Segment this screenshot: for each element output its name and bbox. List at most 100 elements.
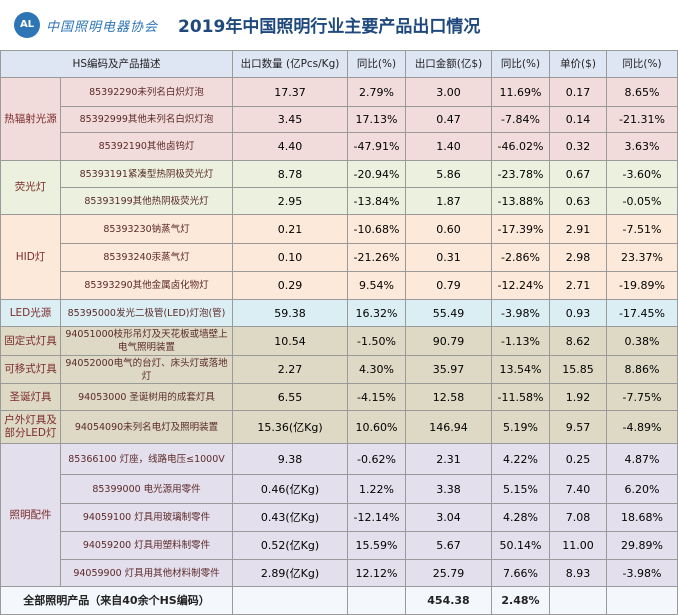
table-cell: 23.37% [606, 243, 678, 272]
table-cell: 3.00 [405, 77, 492, 107]
table-cell: -20.94% [347, 160, 406, 188]
table-cell: 0.31 [405, 243, 492, 272]
table-cell: 10.54 [232, 326, 348, 356]
table-cell: 1.22% [347, 474, 406, 504]
table-cell: 4.28% [491, 503, 550, 532]
table-cell: 12.58 [405, 383, 492, 411]
table-cell: 0.47 [405, 106, 492, 133]
table-cell: 0.46(亿Kg) [232, 474, 348, 504]
table-cell: -47.91% [347, 132, 406, 161]
table-cell: 85366100 灯座，线路电压≤1000V [60, 443, 233, 475]
empty-cell [606, 586, 678, 615]
table-cell: 4.87% [606, 443, 678, 475]
table-cell: 94052000电气的台灯、床头灯或落地灯 [60, 355, 233, 384]
table-cell: 11.00 [549, 531, 607, 560]
group-label: 荧光灯 [0, 160, 61, 215]
table-cell: 3.63% [606, 132, 678, 161]
table-row: 照明配件 85366100 灯座，线路电压≤1000V 9.38 -0.62% 2.31… [0, 443, 678, 587]
table-cell: 85395000发光二极管(LED)灯泡(管) [60, 299, 233, 327]
table-row: 可移式灯具 94052000电气的台灯、床头灯或落地灯 2.27 4.30% 35.97… [0, 355, 678, 384]
column-header: 同比(%) [491, 50, 550, 78]
group-label: 固定式灯具 [0, 326, 61, 356]
logo-text: 中国照明电器协会 [46, 20, 159, 35]
table-row: 85393290其他金属卤化物灯 0.29 9.54% 0.79 -12.24% 2.71… [0, 271, 678, 300]
table-cell: 0.67 [549, 160, 607, 188]
table-cell: -12.24% [491, 271, 550, 300]
table-cell: -3.98% [491, 299, 550, 327]
table-cell: -12.14% [347, 503, 406, 532]
table-row: LED光源 85395000发光二极管(LED)灯泡(管) 59.38 16.32% 5… [0, 299, 678, 327]
table-cell: 85392190其他卤钨灯 [60, 132, 233, 161]
table-cell: -1.50% [347, 326, 406, 356]
table-cell: 94059100 灯具用玻璃制零件 [60, 503, 233, 532]
table-cell: 8.93 [549, 559, 607, 587]
table-cell: 9.38 [232, 443, 348, 475]
table-cell: 85393230钠蒸气灯 [60, 214, 233, 244]
table-cell: -17.39% [491, 214, 550, 244]
table-cell: 3.04 [405, 503, 492, 532]
table-cell: 90.79 [405, 326, 492, 356]
title: 2019年中国照明行业主要产品出口情况 [178, 17, 481, 37]
table-cell: 3.45 [232, 106, 348, 133]
table-cell: 55.49 [405, 299, 492, 327]
table-row: 荧光灯 85393191紧凑型热阴极荧光灯 8.78 -20.94% 5.86 -23.7… [0, 160, 678, 215]
total-amount: 454.38 [405, 586, 492, 615]
table-cell: -7.84% [491, 106, 550, 133]
table-cell: 0.43(亿Kg) [232, 503, 348, 532]
table-cell: -3.98% [606, 559, 678, 587]
table-cell: 5.19% [491, 410, 550, 444]
table-cell: 10.60% [347, 410, 406, 444]
column-header: HS编码及产品描述 [0, 50, 233, 78]
table-cell: 5.67 [405, 531, 492, 560]
table-cell: -0.05% [606, 187, 678, 215]
table-cell: -4.15% [347, 383, 406, 411]
group-label: 户外灯具及部分LED灯 [0, 410, 61, 444]
table-cell: 9.54% [347, 271, 406, 300]
table-row: HID灯 85393230钠蒸气灯 0.21 -10.68% 0.60 -17.39% 2.… [0, 214, 678, 300]
table-cell: 0.63 [549, 187, 607, 215]
table-cell: 3.38 [405, 474, 492, 504]
table-cell: -11.58% [491, 383, 550, 411]
table-cell: 2.27 [232, 355, 348, 384]
table-cell: 2.91 [549, 214, 607, 244]
table-cell: -7.75% [606, 383, 678, 411]
table-cell: -21.31% [606, 106, 678, 133]
table-cell: 5.15% [491, 474, 550, 504]
table-cell: 15.59% [347, 531, 406, 560]
table-cell: 2.98 [549, 243, 607, 272]
table-cell: 6.20% [606, 474, 678, 504]
table-row: 85399000 电光源用零件 0.46(亿Kg) 1.22% 3.38 5.15% 7.… [0, 474, 678, 504]
column-header: 同比(%) [347, 50, 406, 78]
table-cell: 15.36(亿Kg) [232, 410, 348, 444]
table-cell: -7.51% [606, 214, 678, 244]
table-cell: 2.79% [347, 77, 406, 107]
group-label: 圣诞灯具 [0, 383, 61, 411]
table-cell: 4.22% [491, 443, 550, 475]
table-cell: 0.10 [232, 243, 348, 272]
table-cell: 0.14 [549, 106, 607, 133]
table-cell: 1.92 [549, 383, 607, 411]
table-cell: 0.25 [549, 443, 607, 475]
table-cell: -3.60% [606, 160, 678, 188]
group-label: 照明配件 [0, 443, 61, 587]
table-row: HS编码及产品描述 出口数量 (亿Pcs/Kg) 同比(%) 出口金额(亿$) 同比(%… [0, 50, 678, 78]
table-cell: 1.87 [405, 187, 492, 215]
column-header: 单价($) [549, 50, 607, 78]
column-header: 出口数量 (亿Pcs/Kg) [232, 50, 348, 78]
header: AL 中国照明电器协会 2019年中国照明行业主要产品出口情况 [0, 0, 678, 50]
table-cell: 0.60 [405, 214, 492, 244]
group-label: HID灯 [0, 214, 61, 300]
table-cell: 0.17 [549, 77, 607, 107]
table-cell: 1.40 [405, 132, 492, 161]
table-cell: 50.14% [491, 531, 550, 560]
table-cell: 2.71 [549, 271, 607, 300]
table-cell: 4.30% [347, 355, 406, 384]
empty-cell [347, 586, 406, 615]
table-cell: 85393290其他金属卤化物灯 [60, 271, 233, 300]
table-cell: 0.52(亿Kg) [232, 531, 348, 560]
table-cell: 94053000 圣诞树用的成套灯具 [60, 383, 233, 411]
empty-cell [549, 586, 607, 615]
table-cell: 94051000枝形吊灯及天花板或墙壁上电气照明装置 [60, 326, 233, 356]
table-cell: 2.89(亿Kg) [232, 559, 348, 587]
